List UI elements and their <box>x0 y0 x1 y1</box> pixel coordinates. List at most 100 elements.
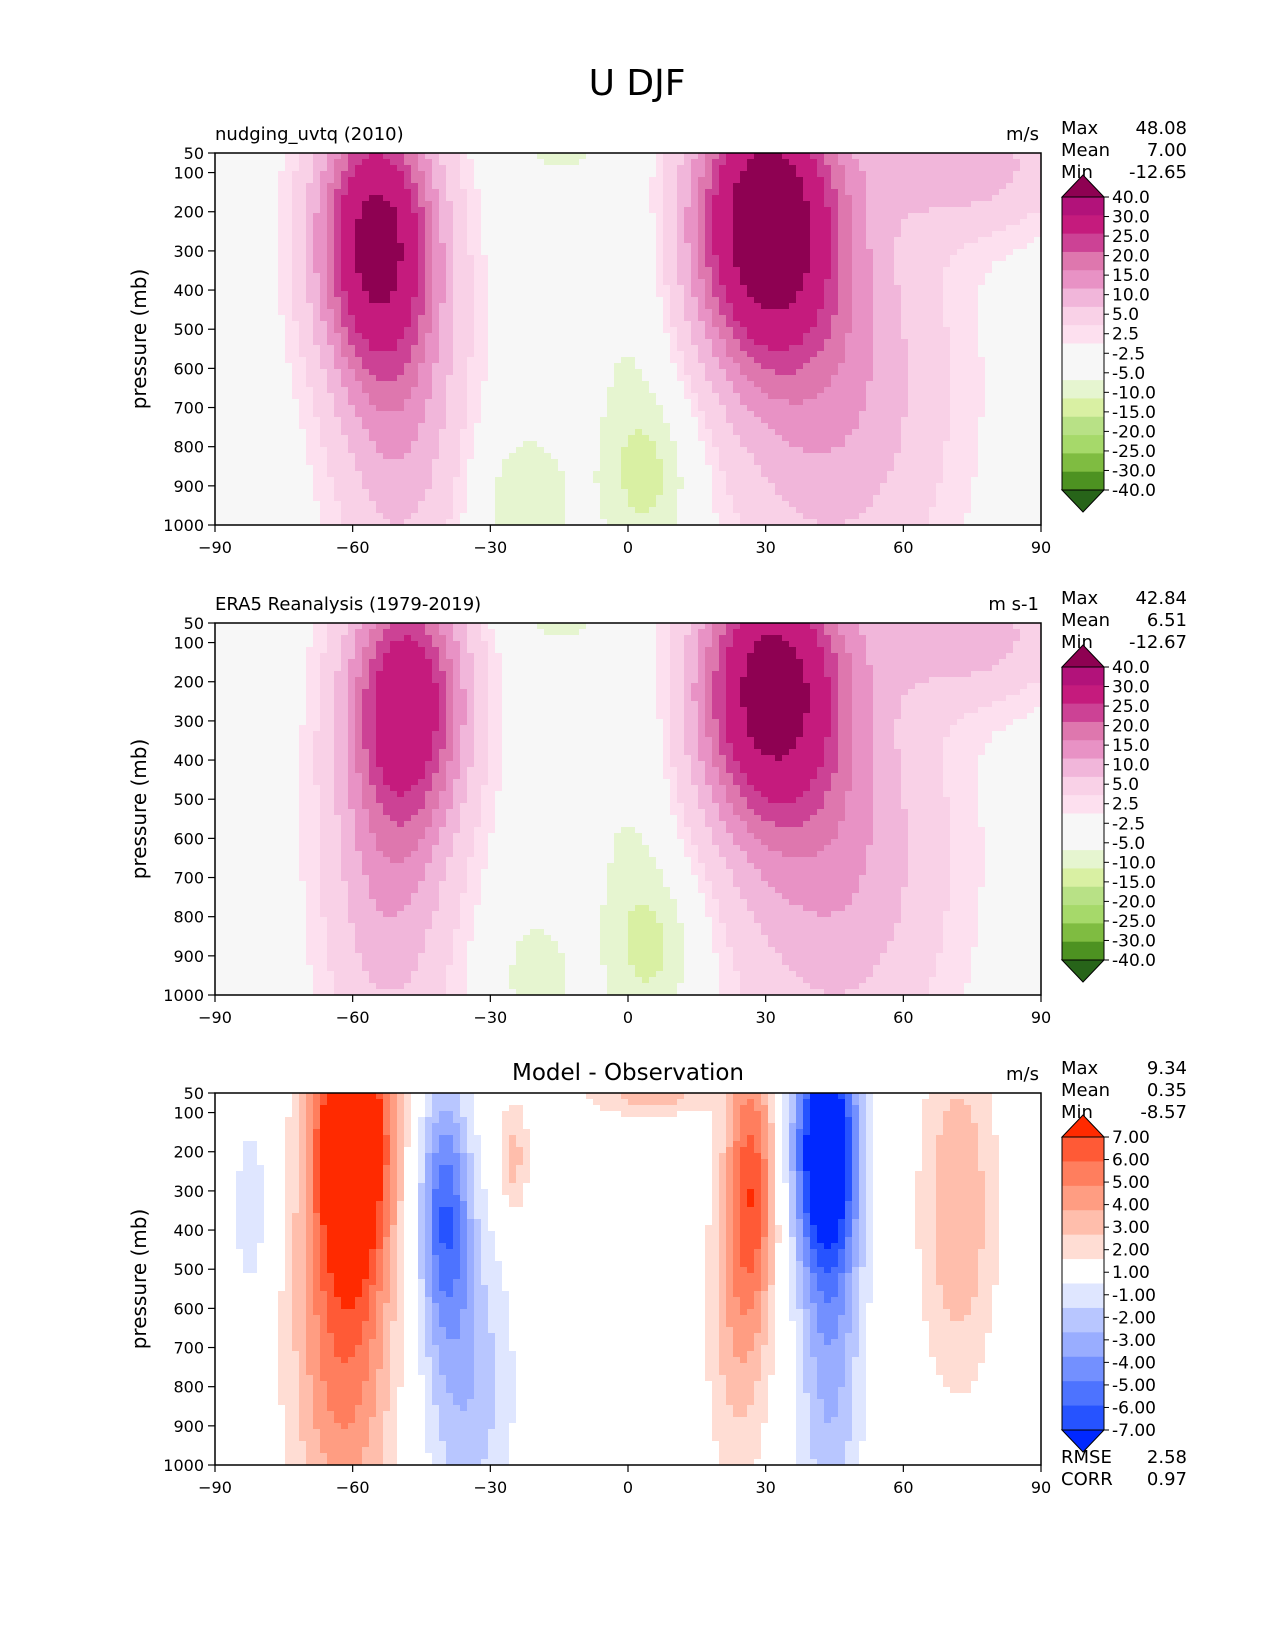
contour-cell <box>544 321 552 328</box>
contour-cell <box>586 177 594 184</box>
contour-cell <box>964 321 972 328</box>
contour-cell <box>285 357 293 364</box>
contour-cell <box>1034 219 1041 226</box>
contour-cell <box>544 261 552 268</box>
contour-cell <box>796 357 804 364</box>
contour-cell <box>348 345 356 352</box>
contour-cell <box>978 171 986 178</box>
contour-cell <box>670 327 678 334</box>
contour-cell <box>635 393 643 400</box>
contour-cell <box>474 249 482 256</box>
contour-cell <box>971 363 979 370</box>
contour-cell <box>873 357 881 364</box>
contour-cell <box>278 393 286 400</box>
contour-cell <box>936 189 944 196</box>
contour-cell <box>271 381 279 388</box>
contour-cell <box>285 165 293 172</box>
contour-cell <box>544 279 552 286</box>
contour-cell <box>691 249 699 256</box>
contour-cell <box>740 267 748 274</box>
contour-cell <box>453 177 461 184</box>
contour-cell <box>663 285 671 292</box>
contour-cell <box>817 387 825 394</box>
contour-cell <box>635 333 643 340</box>
contour-cell <box>635 189 643 196</box>
contour-cell <box>586 153 594 160</box>
contour-cell <box>985 153 993 160</box>
contour-cell <box>621 171 629 178</box>
contour-cell <box>579 291 587 298</box>
contour-cell <box>985 201 993 208</box>
contour-cell <box>572 153 580 160</box>
contour-cell <box>614 327 622 334</box>
contour-cell <box>565 237 573 244</box>
contour-cell <box>327 153 335 160</box>
contour-cell <box>782 381 790 388</box>
contour-cell <box>719 381 727 388</box>
contour-cell <box>313 267 321 274</box>
contour-cell <box>516 339 524 346</box>
contour-cell <box>1013 159 1021 166</box>
contour-cell <box>824 387 832 394</box>
contour-cell <box>397 297 405 304</box>
contour-cell <box>376 357 384 364</box>
contour-cell <box>271 255 279 262</box>
contour-cell <box>698 303 706 310</box>
contour-cell <box>516 255 524 262</box>
contour-cell <box>446 153 454 160</box>
contour-cell <box>572 225 580 232</box>
contour-cell <box>943 333 951 340</box>
contour-cell <box>579 387 587 394</box>
contour-cell <box>901 231 909 238</box>
contour-cell <box>495 153 503 160</box>
contour-cell <box>663 273 671 280</box>
contour-cell <box>642 213 650 220</box>
contour-cell <box>628 255 636 262</box>
contour-cell <box>684 339 692 346</box>
contour-cell <box>1027 159 1035 166</box>
contour-cell <box>866 171 874 178</box>
contour-cell <box>754 165 762 172</box>
contour-cell <box>950 345 958 352</box>
contour-cell <box>495 177 503 184</box>
contour-cell <box>1034 159 1041 166</box>
contour-cell <box>705 279 713 286</box>
contour-cell <box>621 327 629 334</box>
contour-cell <box>761 363 769 370</box>
contour-cell <box>229 381 237 388</box>
contour-cell <box>838 201 846 208</box>
contour-cell <box>502 267 510 274</box>
contour-cell <box>670 375 678 382</box>
contour-cell <box>327 273 335 280</box>
contour-cell <box>831 345 839 352</box>
contour-cell <box>222 327 230 334</box>
contour-cell <box>915 225 923 232</box>
contour-cell <box>390 285 398 292</box>
contour-cell <box>782 189 790 196</box>
contour-cell <box>271 261 279 268</box>
contour-cell <box>544 345 552 352</box>
contour-cell <box>551 315 559 322</box>
contour-cell <box>649 219 657 226</box>
contour-cell <box>327 399 335 406</box>
contour-cell <box>271 237 279 244</box>
contour-cell <box>1013 369 1021 376</box>
contour-cell <box>390 219 398 226</box>
contour-cell <box>229 183 237 190</box>
contour-cell <box>1006 321 1014 328</box>
contour-cell <box>642 387 650 394</box>
contour-cell <box>586 345 594 352</box>
contour-cell <box>971 357 979 364</box>
contour-cell <box>383 381 391 388</box>
contour-cell <box>586 339 594 346</box>
contour-cell <box>971 369 979 376</box>
contour-cell <box>243 201 251 208</box>
contour-cell <box>628 267 636 274</box>
contour-cell <box>1027 309 1035 316</box>
contour-cell <box>614 207 622 214</box>
contour-cell <box>488 363 496 370</box>
contour-cell <box>453 273 461 280</box>
contour-cell <box>859 387 867 394</box>
contour-cell <box>376 237 384 244</box>
contour-cell <box>334 393 342 400</box>
